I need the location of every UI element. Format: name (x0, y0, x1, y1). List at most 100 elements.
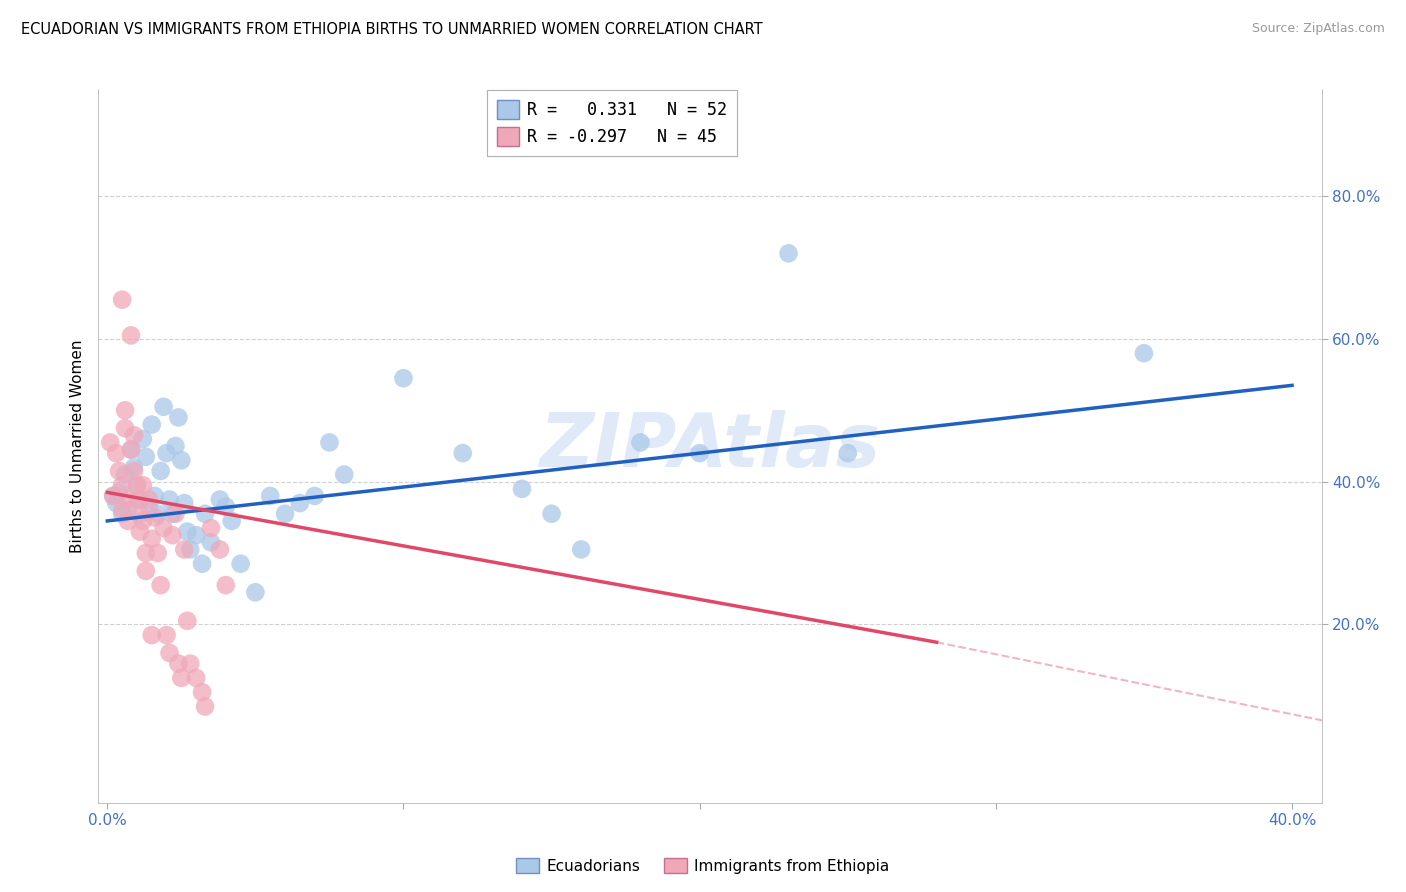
Point (155, 628, 177, 642)
Point (274, 507, 297, 521)
Point (143, 510, 166, 524)
Point (215, 578, 238, 592)
Point (208, 492, 231, 507)
Point (194, 507, 217, 521)
Point (159, 646, 181, 660)
Point (120, 442, 142, 457)
Point (173, 542, 195, 557)
Point (149, 578, 172, 592)
Point (120, 328, 142, 343)
Point (689, 446, 711, 460)
Point (304, 489, 326, 503)
Point (135, 450, 157, 464)
Text: ECUADORIAN VS IMMIGRANTS FROM ETHIOPIA BIRTHS TO UNMARRIED WOMEN CORRELATION CHA: ECUADORIAN VS IMMIGRANTS FROM ETHIOPIA B… (21, 22, 762, 37)
Point (103, 489, 125, 503)
Point (179, 657, 201, 671)
Point (165, 507, 187, 521)
Point (141, 532, 163, 546)
Point (108, 464, 131, 478)
Point (208, 542, 231, 557)
Point (125, 492, 148, 507)
Point (229, 557, 252, 571)
Point (540, 507, 562, 521)
Point (176, 524, 198, 539)
Point (143, 489, 166, 503)
Point (105, 496, 128, 510)
Point (155, 446, 177, 460)
Point (141, 417, 163, 432)
Point (103, 489, 125, 503)
Point (162, 528, 184, 542)
Point (173, 496, 195, 510)
Point (125, 478, 148, 492)
Point (117, 503, 139, 517)
Point (132, 514, 155, 528)
Point (191, 557, 214, 571)
Point (200, 521, 222, 535)
Point (152, 521, 174, 535)
Point (176, 614, 198, 628)
Legend: R =   0.331   N = 52, R = -0.297   N = 45: R = 0.331 N = 52, R = -0.297 N = 45 (486, 90, 737, 156)
Point (128, 492, 150, 507)
Point (111, 293, 134, 307)
Point (122, 460, 145, 475)
Point (141, 628, 163, 642)
Point (105, 446, 128, 460)
Point (159, 492, 181, 507)
Text: ZIPAtlas: ZIPAtlas (540, 409, 880, 483)
Point (149, 464, 172, 478)
Point (191, 685, 214, 699)
Point (146, 507, 169, 521)
Point (318, 435, 340, 450)
Point (179, 542, 201, 557)
Point (778, 246, 800, 260)
Point (221, 514, 243, 528)
Point (837, 446, 859, 460)
Point (111, 507, 134, 521)
Point (333, 467, 356, 482)
Legend: Ecuadorians, Immigrants from Ethiopia: Ecuadorians, Immigrants from Ethiopia (510, 852, 896, 880)
Point (111, 478, 134, 492)
Point (628, 435, 651, 450)
Point (510, 482, 533, 496)
Point (122, 428, 145, 442)
Point (162, 507, 184, 521)
Point (128, 507, 150, 521)
Point (215, 500, 238, 514)
Point (108, 485, 131, 500)
Point (167, 657, 190, 671)
Point (569, 542, 592, 557)
Point (186, 528, 208, 542)
Point (125, 478, 148, 492)
Point (288, 496, 311, 510)
Point (128, 524, 150, 539)
Point (132, 478, 155, 492)
Point (259, 489, 281, 503)
Point (152, 400, 174, 414)
Point (194, 699, 217, 714)
Point (167, 410, 190, 425)
Point (138, 492, 160, 507)
Y-axis label: Births to Unmarried Women: Births to Unmarried Women (69, 339, 84, 553)
Point (245, 585, 267, 599)
Point (392, 371, 415, 385)
Point (186, 671, 208, 685)
Point (114, 467, 136, 482)
Point (1133, 346, 1156, 360)
Point (135, 564, 157, 578)
Text: Source: ZipAtlas.com: Source: ZipAtlas.com (1251, 22, 1385, 36)
Point (122, 464, 145, 478)
Point (117, 514, 139, 528)
Point (120, 442, 142, 457)
Point (170, 671, 193, 685)
Point (200, 535, 222, 549)
Point (146, 546, 169, 560)
Point (114, 421, 136, 435)
Point (111, 503, 134, 517)
Point (98, 435, 121, 450)
Point (451, 446, 474, 460)
Point (114, 403, 136, 417)
Point (170, 453, 193, 467)
Point (117, 492, 139, 507)
Point (135, 546, 157, 560)
